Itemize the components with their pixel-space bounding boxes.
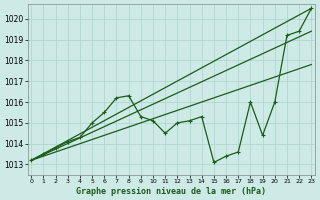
X-axis label: Graphe pression niveau de la mer (hPa): Graphe pression niveau de la mer (hPa) xyxy=(76,187,266,196)
